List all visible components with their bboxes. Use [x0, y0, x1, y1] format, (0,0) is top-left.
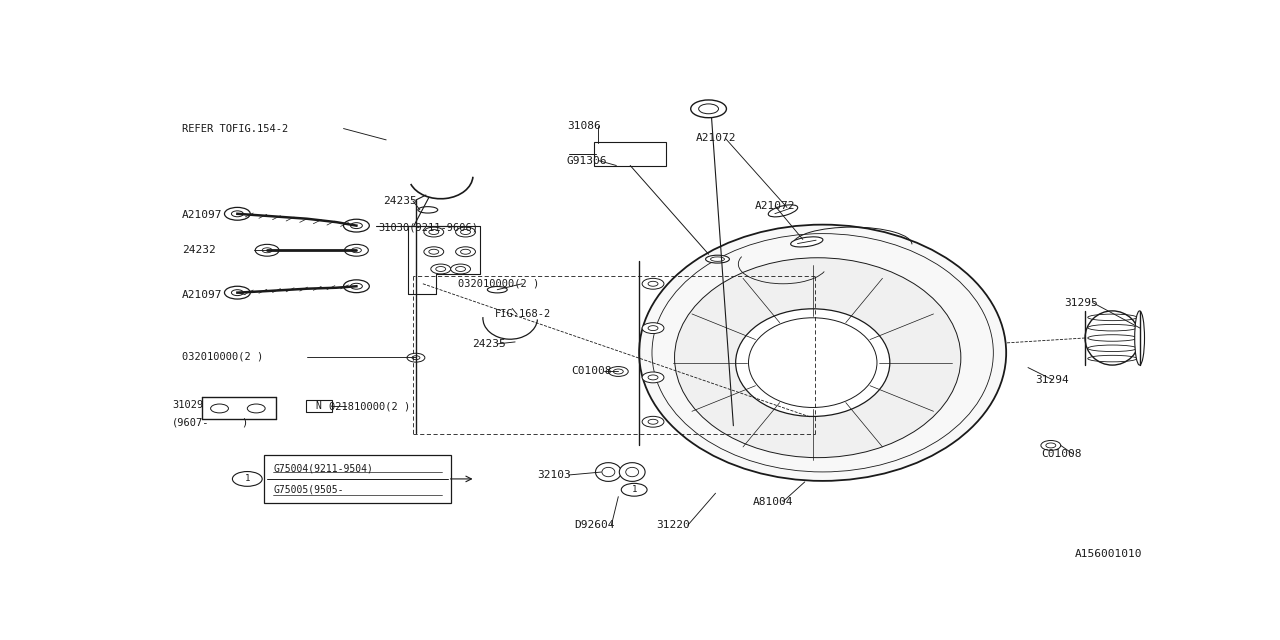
- Text: C01008: C01008: [572, 367, 612, 376]
- Circle shape: [431, 264, 451, 274]
- Circle shape: [224, 207, 251, 220]
- Text: N: N: [316, 401, 321, 411]
- Ellipse shape: [1134, 311, 1144, 365]
- Circle shape: [608, 367, 628, 376]
- Ellipse shape: [1085, 311, 1139, 365]
- Circle shape: [456, 227, 475, 237]
- Circle shape: [233, 472, 262, 486]
- Circle shape: [224, 286, 251, 299]
- Ellipse shape: [736, 309, 890, 417]
- Circle shape: [691, 100, 727, 118]
- Text: FIG.168-2: FIG.168-2: [495, 309, 552, 319]
- Ellipse shape: [595, 463, 621, 481]
- Circle shape: [343, 280, 370, 292]
- Text: 31220: 31220: [657, 520, 690, 531]
- Circle shape: [344, 244, 369, 256]
- Circle shape: [621, 483, 648, 496]
- Text: 31029: 31029: [172, 399, 204, 410]
- Circle shape: [643, 323, 664, 333]
- Text: REFER TOFIG.154-2: REFER TOFIG.154-2: [182, 124, 288, 134]
- FancyBboxPatch shape: [594, 142, 666, 166]
- Text: 24232: 24232: [182, 245, 215, 255]
- Text: D92604: D92604: [575, 520, 616, 531]
- Text: A156001010: A156001010: [1075, 548, 1142, 559]
- Text: 032010000(2 ): 032010000(2 ): [458, 279, 539, 289]
- Text: (9607-: (9607-: [172, 418, 210, 428]
- Circle shape: [643, 372, 664, 383]
- FancyBboxPatch shape: [306, 399, 332, 412]
- Ellipse shape: [417, 207, 438, 213]
- FancyBboxPatch shape: [264, 455, 451, 503]
- Text: C01008: C01008: [1041, 449, 1082, 459]
- Text: 24235: 24235: [383, 196, 417, 206]
- Text: A21072: A21072: [755, 201, 796, 211]
- Text: A21097: A21097: [182, 290, 223, 300]
- Ellipse shape: [749, 318, 877, 408]
- Ellipse shape: [488, 287, 507, 293]
- Circle shape: [407, 353, 425, 362]
- Text: 31086: 31086: [567, 121, 600, 131]
- Ellipse shape: [639, 225, 1006, 481]
- Text: 31294: 31294: [1036, 375, 1069, 385]
- Circle shape: [1041, 440, 1061, 451]
- Circle shape: [255, 244, 279, 256]
- Circle shape: [451, 264, 471, 274]
- Text: 1: 1: [244, 474, 250, 483]
- Ellipse shape: [675, 258, 961, 458]
- Circle shape: [343, 220, 370, 232]
- Text: ): ): [242, 418, 247, 428]
- Text: A81004: A81004: [753, 497, 794, 507]
- Text: G75004(9211-9504): G75004(9211-9504): [273, 463, 372, 473]
- Text: 32103: 32103: [538, 470, 571, 480]
- Text: A21097: A21097: [182, 210, 223, 220]
- Text: 31295: 31295: [1065, 298, 1098, 307]
- Text: A21072: A21072: [696, 133, 736, 143]
- Text: 31030(9211-9606): 31030(9211-9606): [379, 222, 479, 232]
- Text: 032010000(2 ): 032010000(2 ): [182, 352, 264, 362]
- Ellipse shape: [620, 463, 645, 481]
- Circle shape: [456, 247, 475, 257]
- Circle shape: [424, 227, 444, 237]
- Text: G91306: G91306: [567, 156, 607, 166]
- Circle shape: [643, 278, 664, 289]
- Text: 24235: 24235: [472, 339, 506, 349]
- Circle shape: [643, 417, 664, 427]
- Circle shape: [424, 247, 444, 257]
- Text: 1: 1: [631, 485, 637, 494]
- Ellipse shape: [705, 255, 730, 263]
- Ellipse shape: [791, 237, 823, 247]
- Text: G75005(9505-: G75005(9505-: [273, 485, 343, 495]
- Ellipse shape: [768, 205, 797, 217]
- Text: 021810000(2 ): 021810000(2 ): [329, 402, 410, 412]
